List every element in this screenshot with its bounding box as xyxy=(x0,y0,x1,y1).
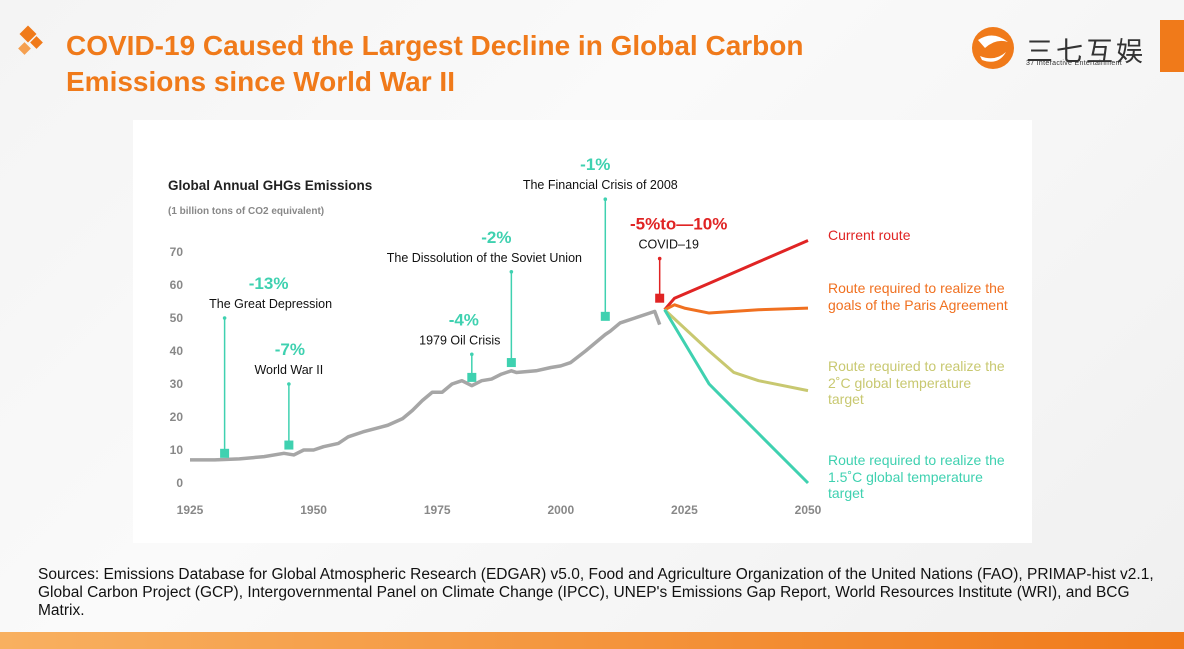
x-tick-label: 1925 xyxy=(177,503,204,517)
x-tick-label: 2025 xyxy=(671,503,698,517)
series-line xyxy=(190,309,662,462)
annotation-stem-top xyxy=(222,316,227,320)
legend-label: Route required to realize the goals of t… xyxy=(828,280,1008,313)
series-line xyxy=(663,303,809,315)
logo-mark xyxy=(972,27,1014,69)
x-tick-label: 2050 xyxy=(795,503,822,517)
x-tick-label: 1975 xyxy=(424,503,451,517)
annotation-text: World War II xyxy=(254,363,323,377)
series-line xyxy=(663,308,809,393)
y-tick-label: 0 xyxy=(176,476,183,490)
y-tick-label: 50 xyxy=(170,311,184,325)
annotation-stem-top xyxy=(509,270,514,274)
chart-subtitle: (1 billion tons of CO2 equivalent) xyxy=(168,206,324,217)
annotation-marker xyxy=(284,440,294,450)
y-tick-label: 40 xyxy=(170,344,184,358)
annotation-stem-top xyxy=(470,352,474,357)
slide-title: COVID-19 Caused the Largest Decline in G… xyxy=(66,30,804,97)
footer-bar xyxy=(0,632,1184,649)
y-tick-label: 60 xyxy=(170,278,184,292)
annotation-text: The Financial Crisis of 2008 xyxy=(523,178,678,192)
annotation-label: -13% xyxy=(249,274,289,293)
annotation-text: The Dissolution of the Soviet Union xyxy=(387,251,582,265)
annotation-label: -4% xyxy=(449,310,479,329)
x-tick-label: 1950 xyxy=(300,503,327,517)
annotation-marker xyxy=(506,358,516,368)
series-line xyxy=(663,308,810,485)
annotation-label: -7% xyxy=(275,340,305,359)
annotation-marker xyxy=(655,293,665,303)
y-tick-label: 10 xyxy=(170,443,184,457)
annotation-label: -1% xyxy=(580,155,610,174)
annotation-stem-top xyxy=(603,197,608,201)
annotation-stem-top xyxy=(657,256,662,261)
y-tick-label: 70 xyxy=(170,245,184,259)
title-icon xyxy=(18,25,43,55)
chart-panel xyxy=(133,120,1032,543)
sources: Sources: Emissions Database for Global A… xyxy=(38,566,1154,619)
legend-label: Current route xyxy=(828,227,911,243)
logo-bar xyxy=(1160,20,1184,72)
legend-label: Route required to realize the 1.5˚C glob… xyxy=(828,452,1005,501)
legend-label: Route required to realize the 2˚C global… xyxy=(828,358,1005,407)
y-tick-label: 30 xyxy=(170,377,184,391)
x-tick-label: 2000 xyxy=(547,503,574,517)
annotation-marker xyxy=(600,311,610,321)
annotation-marker xyxy=(467,372,477,382)
logo-subtitle: 37 Interactive Entertainment xyxy=(1026,60,1122,67)
annotation-stem-top xyxy=(287,382,291,386)
annotation-label: -5%to—10% xyxy=(630,215,727,234)
annotation-text: The Great Depression xyxy=(209,297,332,311)
y-tick-label: 20 xyxy=(170,410,184,424)
series-line xyxy=(663,239,809,311)
annotation-text: 1979 Oil Crisis xyxy=(419,333,500,347)
annotation-text: COVID–19 xyxy=(638,238,698,252)
chart-title: Global Annual GHGs Emissions xyxy=(168,178,372,193)
annotation-marker xyxy=(220,448,230,458)
logo-text: 三七互娱 xyxy=(1026,37,1146,67)
annotation-label: -2% xyxy=(481,228,511,247)
